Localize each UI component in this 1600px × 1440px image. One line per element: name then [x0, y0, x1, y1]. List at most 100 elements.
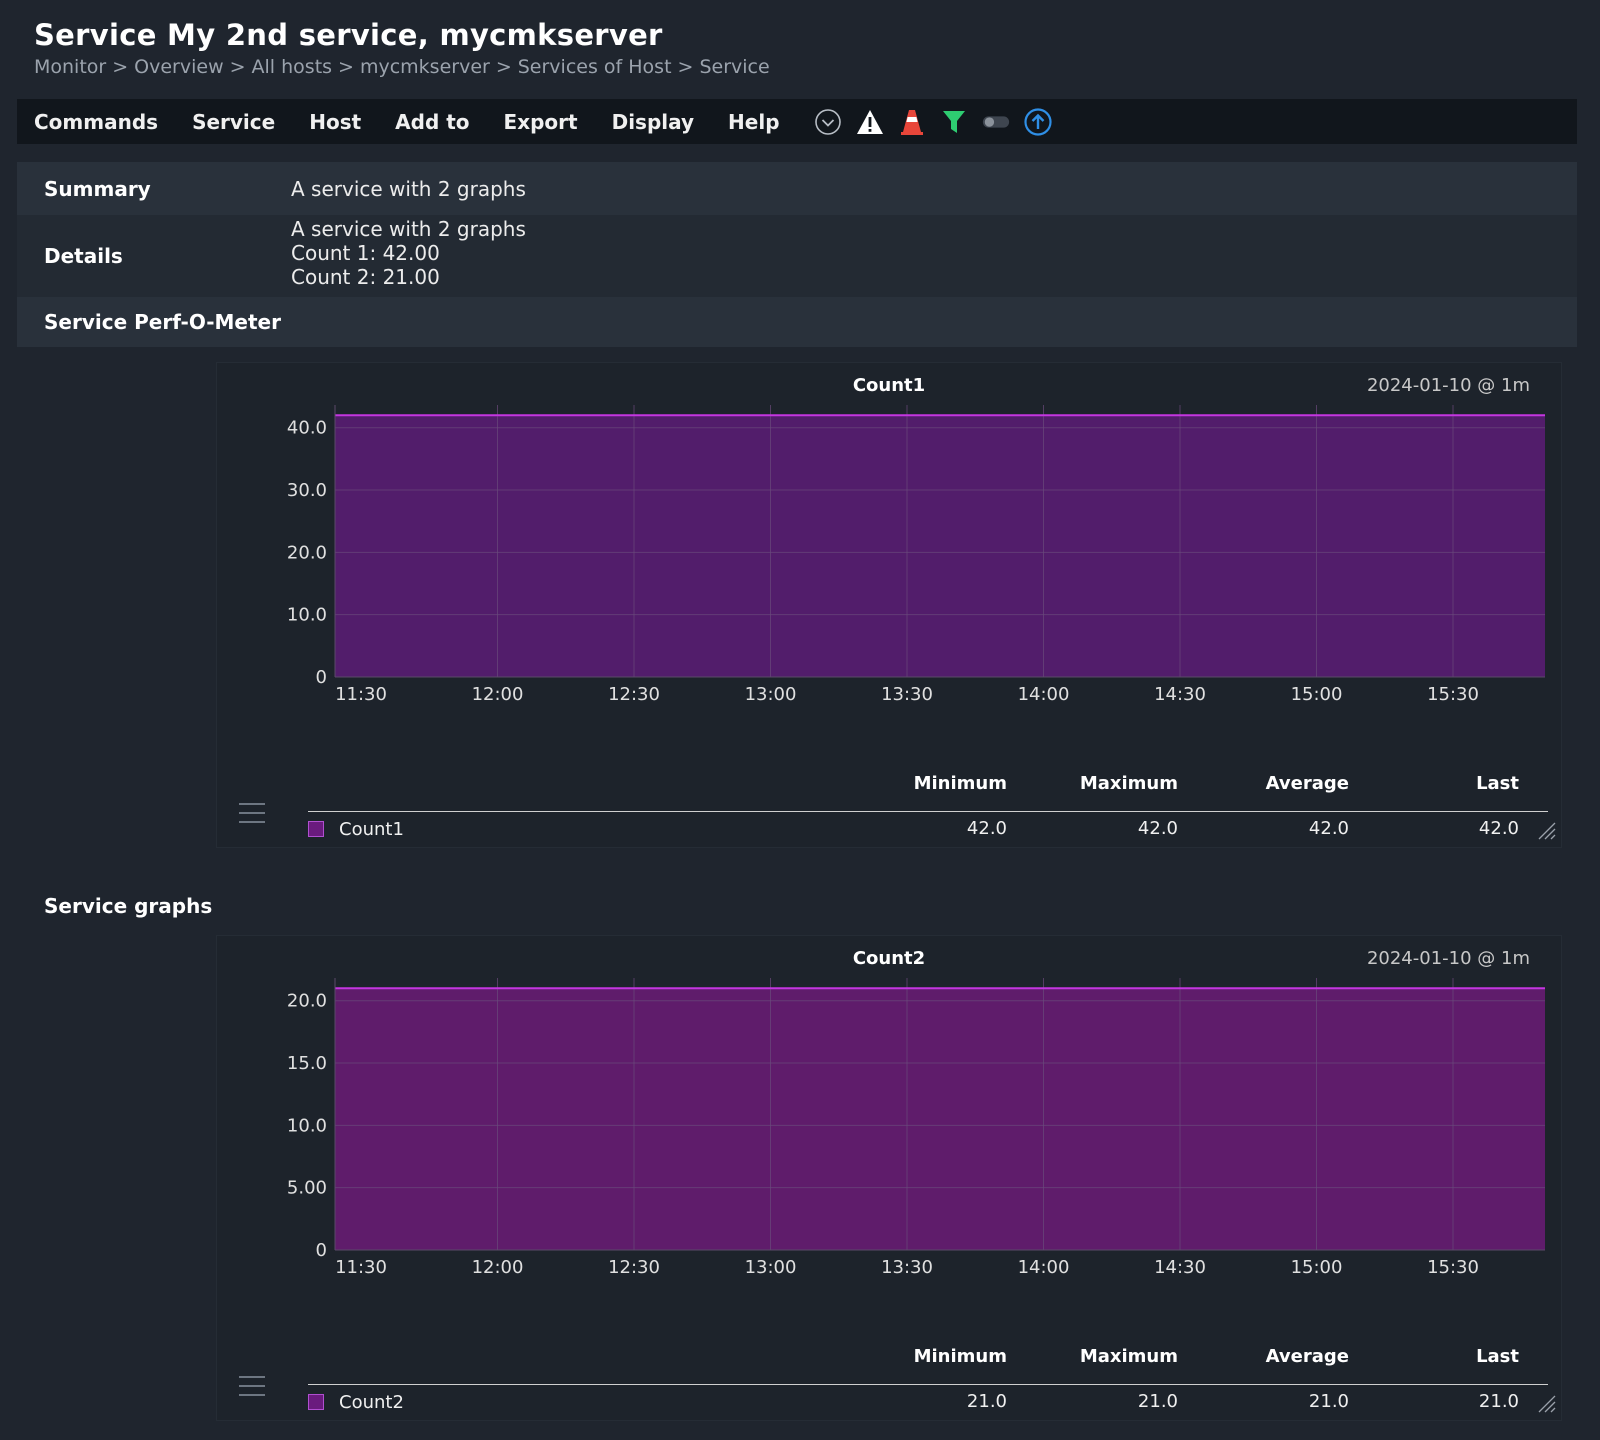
- x-tick-label: 15:00: [1291, 1257, 1343, 1278]
- y-tick-label: 20.0: [287, 991, 327, 1012]
- graph-menu-icon[interactable]: [239, 1376, 265, 1403]
- x-tick-label: 15:30: [1427, 684, 1479, 705]
- menu-host[interactable]: Host: [309, 109, 362, 134]
- x-tick-label: 14:30: [1154, 1257, 1206, 1278]
- menu-help[interactable]: Help: [728, 109, 780, 134]
- legend-header-maximum: Maximum: [1079, 773, 1178, 794]
- summary-value: A service with 2 graphs: [291, 176, 526, 201]
- breadcrumb-overview[interactable]: Overview: [134, 56, 224, 78]
- graph-count2: Count2 2024-01-10 @ 1m 0 5.00 10.0 15.0 20.0…: [216, 935, 1562, 1421]
- legend-header-last: Last: [1476, 773, 1519, 794]
- breadcrumb-service: Service: [699, 56, 770, 78]
- breadcrumb: Monitor > Overview > All hosts > mycmkserver > S…: [34, 56, 770, 78]
- legend-last-value: 42.0: [1478, 818, 1519, 839]
- breadcrumb-services-of-host[interactable]: Services of Host: [517, 56, 672, 78]
- series-area-count2: [335, 988, 1545, 1250]
- legend-minimum-value: 21.0: [966, 1391, 1007, 1412]
- x-tick-label: 12:30: [608, 684, 660, 705]
- y-tick-label: 0: [316, 1240, 327, 1261]
- legend-header-maximum: Maximum: [1079, 1346, 1178, 1367]
- legend-series-name: Count1: [339, 819, 404, 840]
- breadcrumb-monitor[interactable]: Monitor: [34, 56, 107, 78]
- breadcrumb-all-hosts[interactable]: All hosts: [251, 56, 333, 78]
- graph-title: Count2: [852, 948, 926, 969]
- x-tick-label: 14:30: [1154, 684, 1206, 705]
- graph-plot[interactable]: 0 5.00 10.0 15.0 20.0 11:30 12:00 12:30 13:00 13:…: [217, 936, 1561, 1336]
- service-graphs-label: Service graphs: [44, 894, 213, 918]
- menu-commands[interactable]: Commands: [34, 109, 159, 134]
- traffic-cone-icon[interactable]: [897, 107, 927, 137]
- legend-header-last: Last: [1476, 1346, 1519, 1367]
- perf-o-meter-row: Service Perf-O-Meter: [17, 297, 1577, 347]
- upload-circle-icon[interactable]: [1023, 107, 1053, 137]
- graph-title: Count1: [852, 375, 926, 396]
- x-tick-label: 13:00: [745, 1257, 797, 1278]
- y-tick-label: 10.0: [287, 605, 327, 626]
- x-tick-label: 12:00: [472, 684, 524, 705]
- toolbar-icons: [807, 107, 1059, 137]
- legend-divider: [308, 811, 1548, 812]
- y-tick-label: 40.0: [287, 418, 327, 439]
- title-bar: Service My 2nd service, mycmkserver Moni…: [0, 0, 1600, 78]
- x-tick-label: 11:30: [335, 684, 387, 705]
- y-tick-label: 10.0: [287, 1115, 327, 1136]
- details-row: Details A service with 2 graphs Count 1:…: [17, 215, 1577, 297]
- filter-icon[interactable]: [939, 107, 969, 137]
- legend-maximum-value: 21.0: [1137, 1391, 1178, 1412]
- graph-timerange[interactable]: 2024-01-10 @ 1m: [1366, 948, 1530, 969]
- warning-icon[interactable]: [855, 107, 885, 137]
- legend-header-average: Average: [1265, 773, 1349, 794]
- x-tick-label: 12:00: [472, 1257, 524, 1278]
- service-content: Summary A service with 2 graphs Details …: [17, 162, 1577, 347]
- y-tick-label: 15.0: [287, 1053, 327, 1074]
- page-title: Service My 2nd service, mycmkserver: [34, 18, 663, 52]
- summary-label: Summary: [44, 176, 151, 201]
- y-tick-label: 0: [316, 667, 327, 688]
- menu-add-to[interactable]: Add to: [395, 109, 470, 134]
- x-tick-label: 14:00: [1018, 1257, 1070, 1278]
- menu-display[interactable]: Display: [611, 109, 695, 134]
- details-line: Count 2: 21.00: [291, 265, 440, 289]
- y-tick-label: 5.00: [287, 1178, 327, 1199]
- x-tick-label: 13:30: [881, 684, 933, 705]
- x-tick-label: 13:30: [881, 1257, 933, 1278]
- legend-average-value: 42.0: [1308, 818, 1349, 839]
- graph-timerange[interactable]: 2024-01-10 @ 1m: [1366, 375, 1530, 396]
- menu-service[interactable]: Service: [192, 109, 276, 134]
- legend-header-average: Average: [1265, 1346, 1349, 1367]
- details-line: Count 1: 42.00: [291, 241, 440, 265]
- legend-average-value: 21.0: [1308, 1391, 1349, 1412]
- y-tick-label: 30.0: [287, 480, 327, 501]
- legend-color-swatch: [308, 821, 324, 837]
- legend-color-swatch: [308, 1394, 324, 1410]
- series-area-count1: [335, 415, 1545, 677]
- legend-header-minimum: Minimum: [913, 773, 1007, 794]
- legend-header-minimum: Minimum: [913, 1346, 1007, 1367]
- graph-menu-icon[interactable]: [239, 803, 265, 830]
- details-value: A service with 2 graphs Count 1: 42.00 C…: [291, 215, 526, 297]
- summary-row: Summary A service with 2 graphs: [17, 162, 1577, 215]
- resize-handle-icon[interactable]: [1537, 821, 1557, 841]
- x-tick-label: 11:30: [335, 1257, 387, 1278]
- legend-series-name: Count2: [339, 1392, 404, 1413]
- x-tick-label: 15:30: [1427, 1257, 1479, 1278]
- graph-plot[interactable]: 0 10.0 20.0 30.0 40.0 11:30 12:00 12:30 13:00 13:…: [217, 363, 1561, 763]
- details-label: Details: [44, 244, 123, 268]
- perf-o-meter-label: Service Perf-O-Meter: [44, 310, 281, 334]
- y-tick-label: 20.0: [287, 542, 327, 563]
- graph-count1: Count1 2024-01-10 @ 1m 0 10.0 20.0 30.0 40.0…: [216, 362, 1562, 848]
- legend-last-value: 21.0: [1478, 1391, 1519, 1412]
- details-line: A service with 2 graphs: [291, 217, 526, 241]
- resize-handle-icon[interactable]: [1537, 1394, 1557, 1414]
- toggle-icon[interactable]: [981, 107, 1011, 137]
- x-tick-label: 14:00: [1018, 684, 1070, 705]
- legend-maximum-value: 42.0: [1137, 818, 1178, 839]
- x-tick-label: 13:00: [745, 684, 797, 705]
- menu-bar: Commands Service Host Add to Export Disp…: [17, 99, 1577, 144]
- legend-minimum-value: 42.0: [966, 818, 1007, 839]
- menu-export[interactable]: Export: [503, 109, 578, 134]
- x-tick-label: 12:30: [608, 1257, 660, 1278]
- breadcrumb-host[interactable]: mycmkserver: [359, 56, 490, 78]
- chevron-down-circle-icon[interactable]: [813, 107, 843, 137]
- legend-divider: [308, 1384, 1548, 1385]
